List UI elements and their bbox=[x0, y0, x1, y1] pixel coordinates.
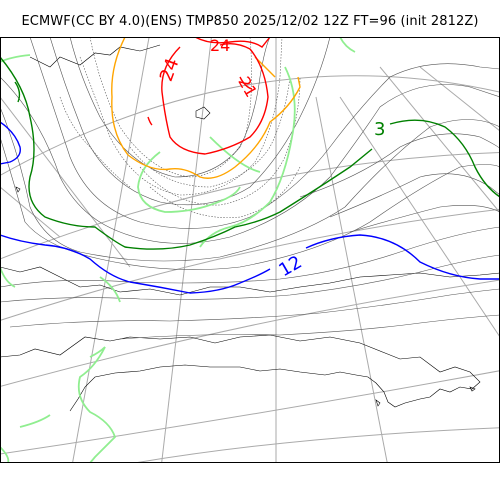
island-4 bbox=[15, 186, 21, 193]
isotherm-3 bbox=[49, 37, 331, 206]
isotherm-13 bbox=[349, 205, 500, 233]
parallel-6 bbox=[131, 427, 500, 463]
island-2 bbox=[469, 386, 476, 392]
contour-lightgreen-5 bbox=[99, 276, 121, 303]
contour-lightgreen-8 bbox=[0, 446, 10, 463]
parallel-3 bbox=[0, 208, 500, 321]
island-1 bbox=[375, 399, 381, 407]
isotherm-9 bbox=[9, 288, 500, 328]
contour-label-red-1: 24 bbox=[156, 56, 184, 85]
contour-red-1 bbox=[161, 42, 269, 155]
coastline-main bbox=[0, 334, 481, 412]
contour-blue-3 bbox=[0, 121, 21, 165]
contour-lightgreen-6 bbox=[77, 346, 117, 463]
contour-blue-2 bbox=[305, 234, 500, 280]
meridian-6 bbox=[379, 66, 500, 214]
isotherm-12 bbox=[329, 173, 500, 218]
contour-lightgreen-2 bbox=[137, 151, 241, 213]
contour-lightgreen-3 bbox=[339, 37, 356, 53]
isotherm-dotted-4 bbox=[139, 76, 301, 206]
isotherm-6 bbox=[0, 136, 500, 270]
map-frame bbox=[0, 37, 500, 463]
meridian-4 bbox=[315, 96, 388, 463]
coastline-north bbox=[29, 44, 161, 68]
weather-map: 24 24 21 3 12 bbox=[0, 37, 500, 463]
isotherm-dotted-3 bbox=[129, 76, 291, 188]
contour-red-2 bbox=[194, 37, 271, 48]
isotherm-1 bbox=[0, 76, 500, 244]
contour-lightgreen-10 bbox=[209, 136, 261, 173]
contour-darkgreen-3 bbox=[14, 81, 21, 103]
contours-lightgreen bbox=[0, 37, 356, 463]
isotherm-dotted-5 bbox=[149, 166, 301, 218]
contour-darkgreen-1 bbox=[0, 56, 373, 250]
contours-blue bbox=[0, 121, 500, 294]
meridian-2 bbox=[161, 37, 212, 463]
graticule bbox=[0, 37, 500, 463]
meridian-7 bbox=[419, 66, 500, 132]
contour-orange-1 bbox=[111, 37, 301, 179]
isotherm-dotted-2 bbox=[79, 37, 283, 196]
contours-orange bbox=[111, 37, 301, 179]
island-3 bbox=[195, 106, 211, 120]
contours-red bbox=[147, 37, 271, 155]
parallel-2 bbox=[0, 152, 500, 260]
contour-label-red-2: 24 bbox=[210, 37, 230, 55]
isotherm-dotted-6 bbox=[59, 96, 131, 188]
contour-lightgreen-7 bbox=[19, 414, 51, 428]
isotherm-10 bbox=[119, 314, 500, 340]
meridian-5 bbox=[339, 96, 500, 338]
contours-darkgreen bbox=[0, 56, 500, 250]
parallel-4 bbox=[0, 279, 500, 388]
isotherm-2 bbox=[29, 37, 500, 229]
isotherm-dotted-1 bbox=[89, 37, 252, 178]
contour-label-blue-12: 12 bbox=[275, 252, 305, 282]
meridian-8 bbox=[0, 96, 131, 268]
parallel-5 bbox=[0, 370, 500, 455]
isotherm-8 bbox=[0, 254, 500, 303]
isotherm-11 bbox=[299, 133, 500, 198]
contour-label-green-3: 3 bbox=[374, 119, 385, 140]
map-title: ECMWF(CC BY 4.0)(ENS) TMP850 2025/12/02 … bbox=[21, 14, 479, 29]
isotherm-7 bbox=[0, 226, 500, 288]
isotherms-dotted bbox=[59, 37, 301, 218]
contour-lightgreen-9 bbox=[0, 54, 31, 63]
contour-darkgreen-2 bbox=[389, 119, 500, 198]
contour-red-3 bbox=[239, 76, 253, 90]
contour-blue-1 bbox=[0, 234, 271, 294]
parallel-1 bbox=[0, 75, 500, 177]
coastlines bbox=[0, 44, 500, 412]
contour-lightgreen-1 bbox=[199, 66, 296, 248]
contour-red-4 bbox=[147, 116, 153, 126]
meridian-9 bbox=[0, 186, 61, 238]
isotherm-5 bbox=[0, 106, 500, 262]
